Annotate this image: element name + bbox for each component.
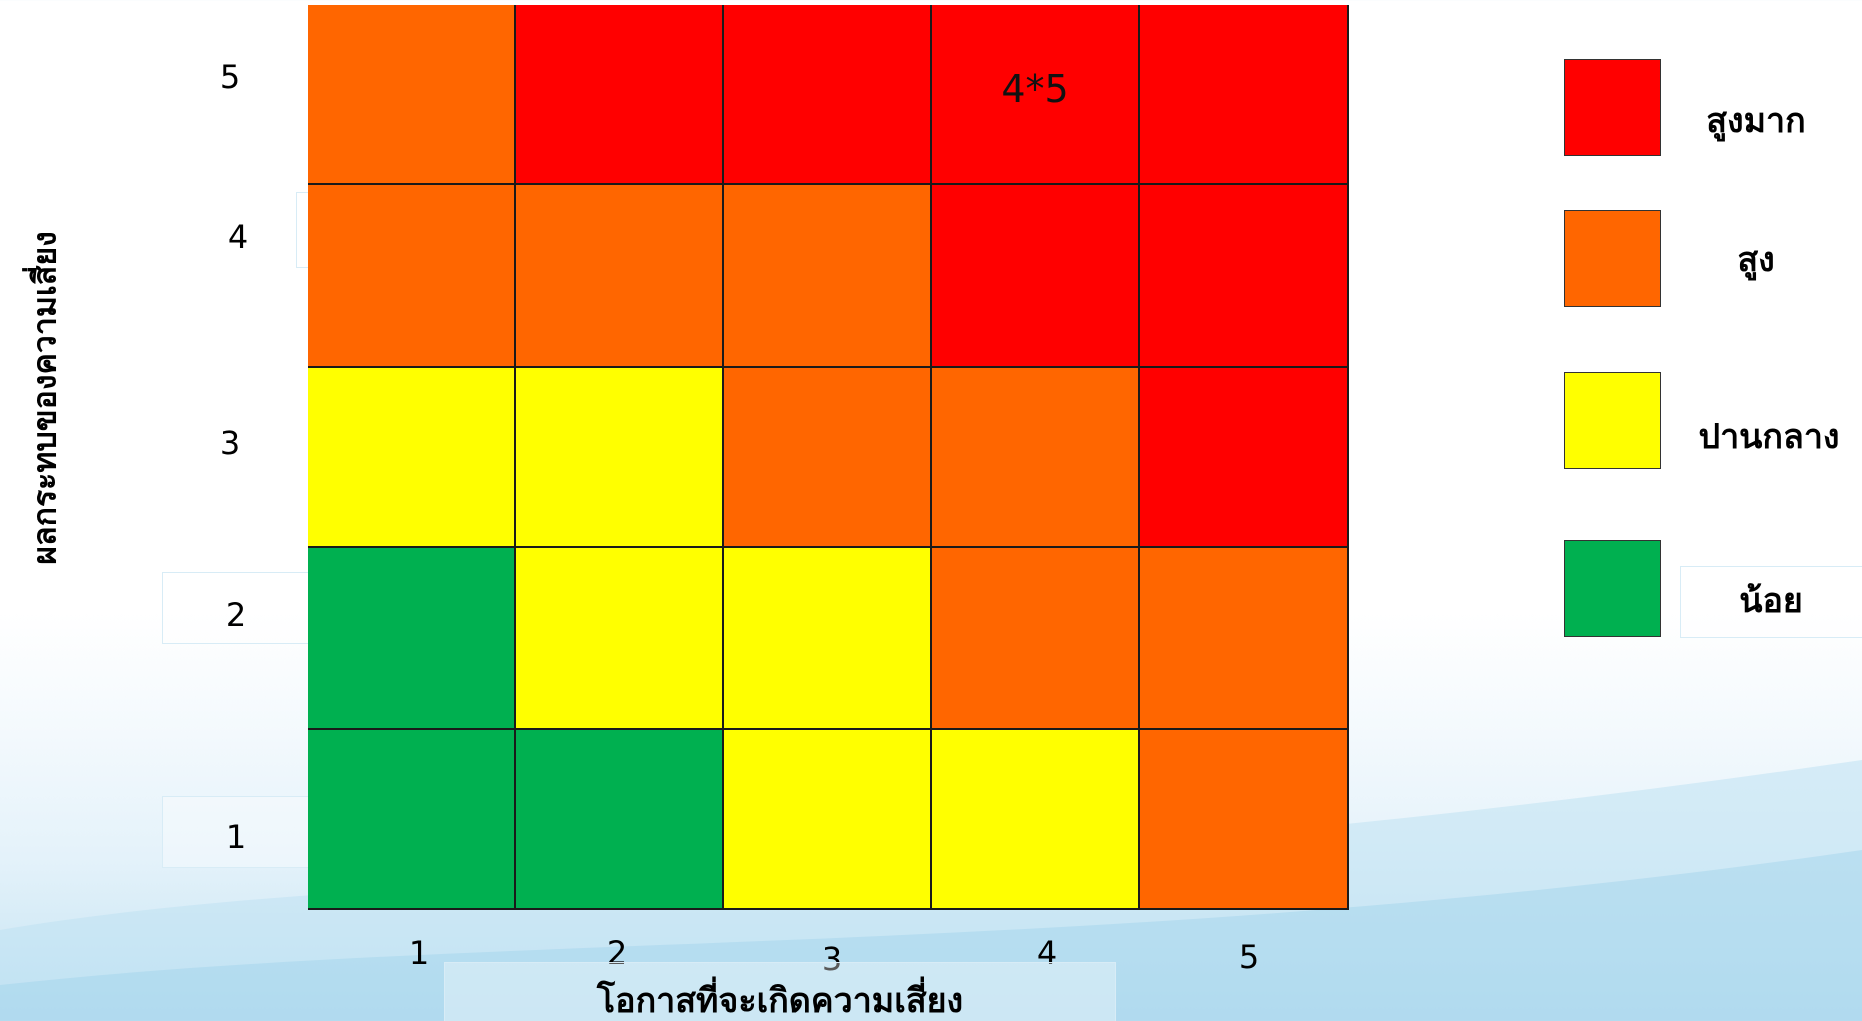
legend-label-box — [1680, 566, 1862, 638]
y-tick-label: 3 — [219, 424, 241, 462]
matrix-cell — [308, 548, 516, 730]
legend-swatch-medium — [1564, 372, 1661, 469]
matrix-cell — [516, 185, 724, 368]
matrix-cell — [724, 368, 932, 548]
x-axis-title-box — [444, 962, 1116, 1021]
matrix-cell — [516, 5, 724, 185]
x-tick-label: 1 — [408, 934, 430, 972]
matrix-cell — [308, 5, 516, 185]
y-tick-label: 4 — [227, 218, 249, 256]
y-tick-label: 2 — [225, 596, 247, 634]
y-axis-title: ผลกระทบของความเสี่ยง — [25, 231, 64, 565]
legend-swatch-high — [1564, 210, 1661, 307]
matrix-cell — [1140, 730, 1349, 910]
matrix-cell — [724, 730, 932, 910]
legend-swatch-low — [1564, 540, 1661, 637]
matrix-cell — [516, 730, 724, 910]
matrix-cell — [1140, 368, 1349, 548]
matrix-cell — [308, 185, 516, 368]
matrix-cell — [932, 730, 1140, 910]
matrix-cell — [516, 548, 724, 730]
legend-label-high: สูง — [1737, 240, 1775, 280]
matrix-cell — [724, 5, 932, 185]
matrix-cell — [1140, 5, 1349, 185]
x-axis-title: โอกาสที่จะเกิดความเสี่ยง — [596, 981, 964, 1021]
risk-matrix: 4*5 — [308, 5, 1349, 910]
matrix-cell — [516, 368, 724, 548]
matrix-cell — [724, 185, 932, 368]
matrix-cell — [308, 730, 516, 910]
legend-swatch-very-high — [1564, 59, 1661, 156]
legend-label-low: น้อย — [1739, 581, 1803, 621]
x-tick-label: 3 — [821, 940, 843, 978]
legend-label-very-high: สูงมาก — [1706, 101, 1806, 141]
matrix-cell — [932, 548, 1140, 730]
x-tick-label: 5 — [1238, 938, 1260, 976]
legend-label-medium: ปานกลาง — [1698, 417, 1840, 457]
matrix-cell — [724, 548, 932, 730]
y-tick-label: 5 — [219, 58, 241, 96]
matrix-cell — [1140, 548, 1349, 730]
matrix-cell — [932, 368, 1140, 548]
y-tick-label: 1 — [225, 818, 247, 856]
matrix-cell: 4*5 — [932, 5, 1140, 185]
matrix-cell — [1140, 185, 1349, 368]
matrix-cell — [308, 368, 516, 548]
cell-annotation: 4*5 — [1001, 67, 1069, 111]
matrix-cell — [932, 185, 1140, 368]
y-tick-box — [162, 572, 310, 644]
